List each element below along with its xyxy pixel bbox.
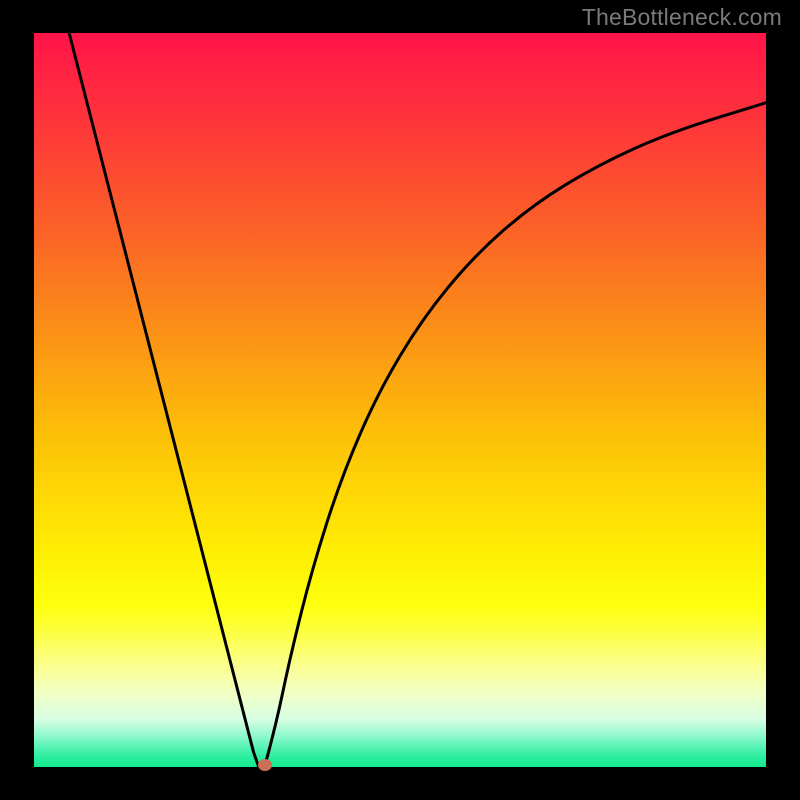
watermark: TheBottleneck.com [582, 4, 782, 31]
plot-area [34, 33, 766, 767]
chart-frame: TheBottleneck.com [0, 0, 800, 800]
bottleneck-curve [69, 33, 766, 767]
curve-svg [34, 33, 766, 767]
optimum-marker [258, 759, 272, 771]
